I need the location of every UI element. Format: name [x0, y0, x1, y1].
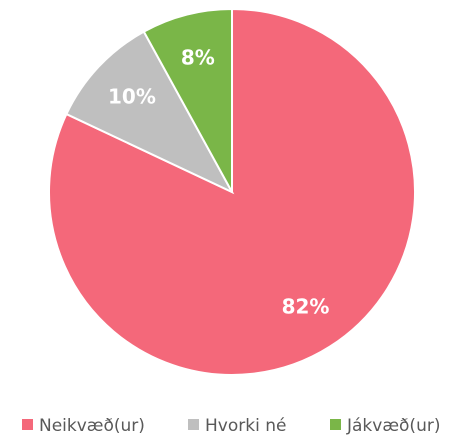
- legend-swatch: [22, 419, 33, 430]
- legend-label: Hvorki né: [205, 416, 286, 436]
- legend-swatch: [330, 419, 341, 430]
- legend-label: Neikvæð(ur): [39, 416, 145, 436]
- pie-slice: [65, 30, 235, 195]
- data-label: 82%: [282, 294, 330, 318]
- legend-swatch: [188, 419, 199, 430]
- data-label: 8%: [181, 46, 215, 70]
- legend-label: Jákvæð(ur): [346, 416, 440, 436]
- pie-slice: [142, 7, 233, 193]
- data-label: 10%: [108, 85, 156, 109]
